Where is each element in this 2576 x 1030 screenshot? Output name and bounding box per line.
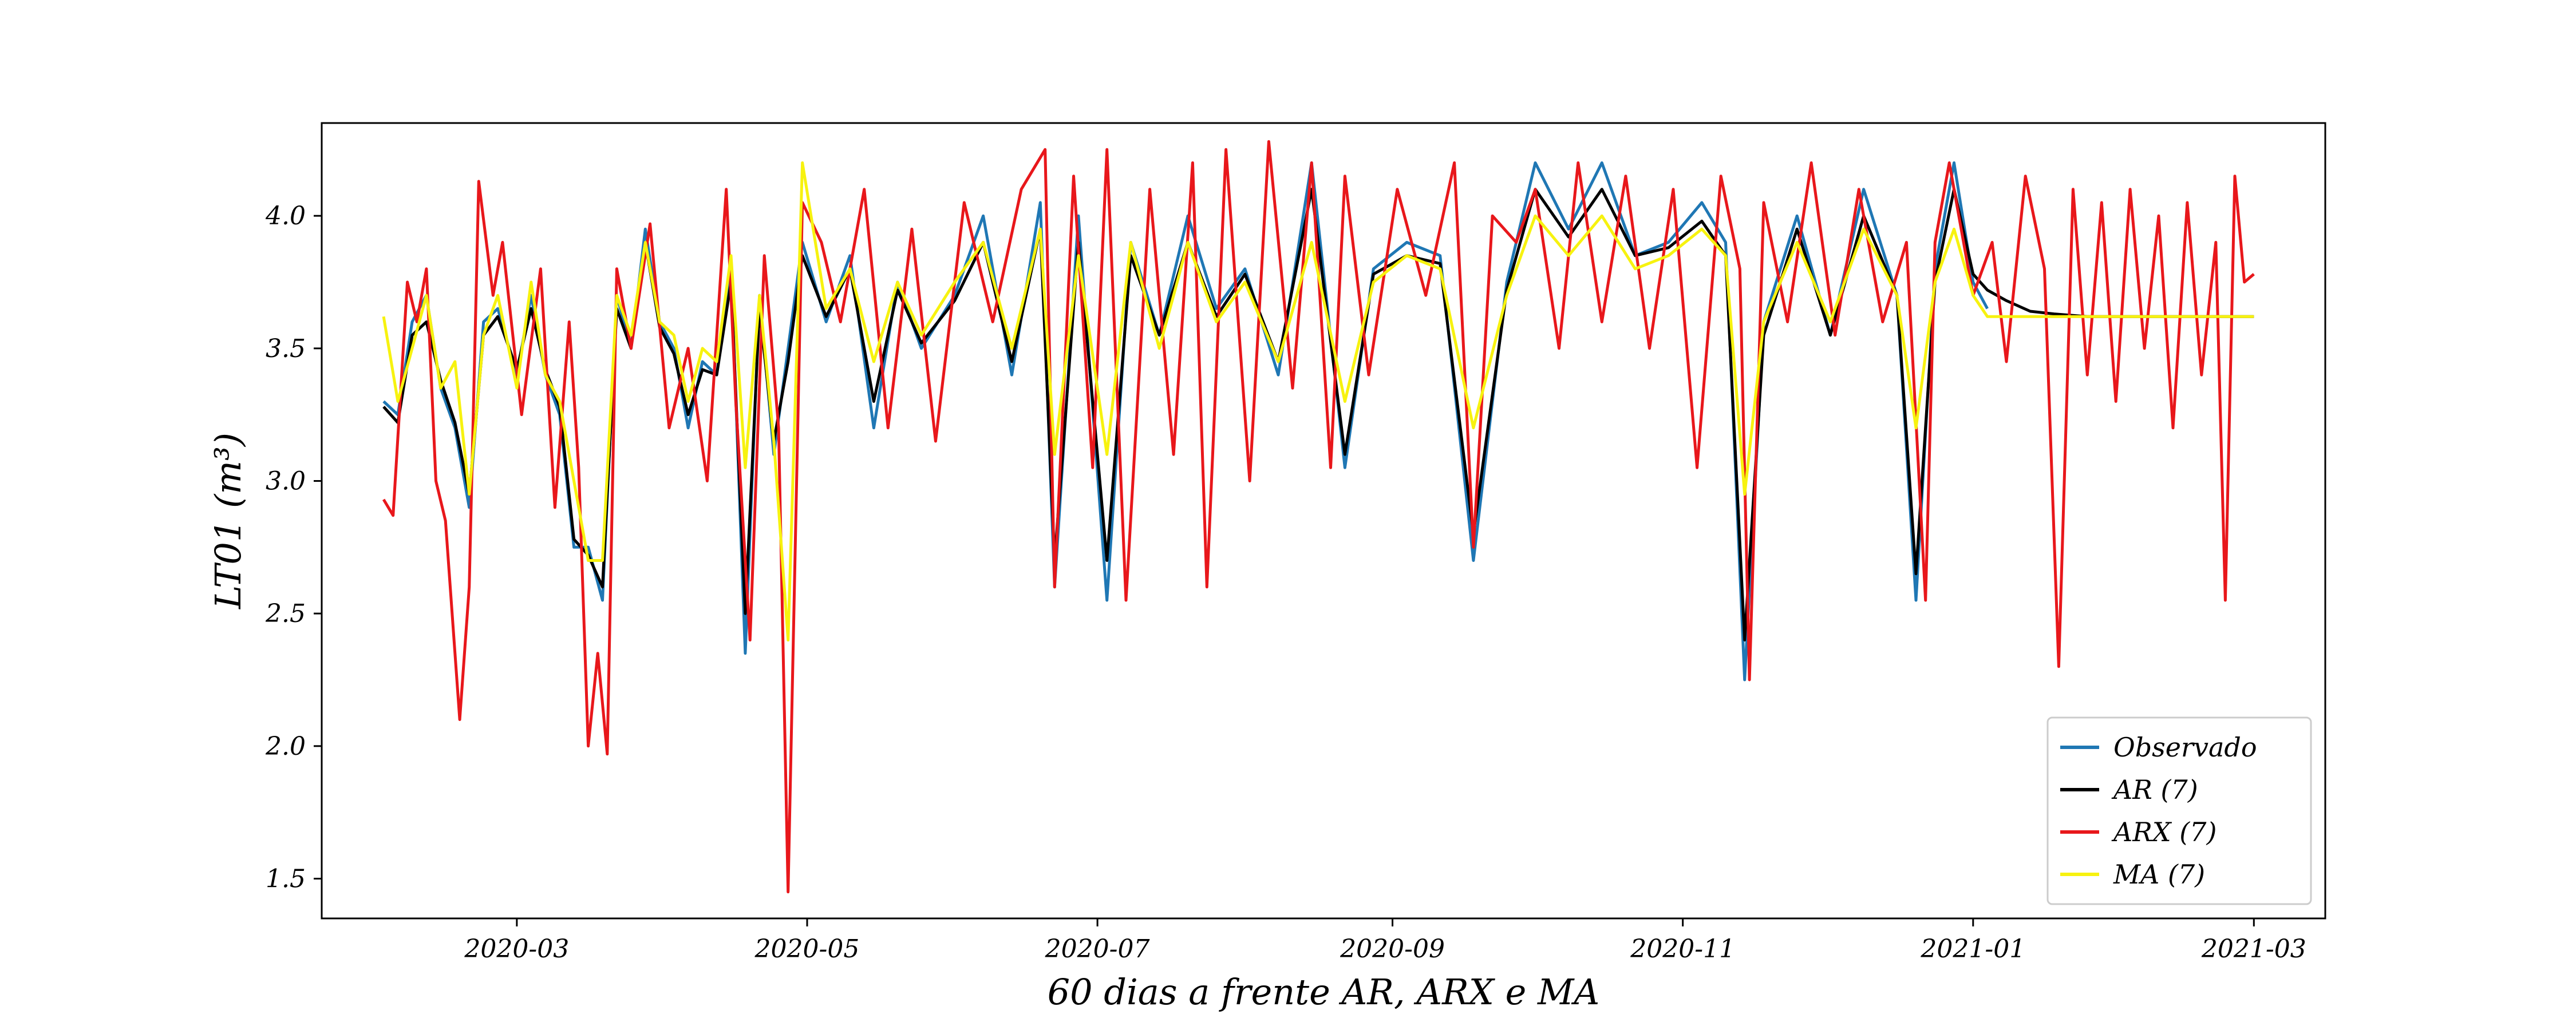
x-axis: 2020-03 2020-05 2020-07 2020-09 2020-11 2021-… [464,918,2306,964]
y-tick-label: 1.5 [266,865,306,894]
legend-label: Observado [2113,732,2257,763]
x-tick-label: 2021-03 [2201,934,2306,964]
x-tick-label: 2020-07 [1045,934,1150,964]
x-tick-label: 2020-09 [1340,934,1445,964]
legend-label: AR (7) [2111,774,2198,805]
series-lines [382,140,2255,894]
plot-frame [321,122,2326,920]
y-axis-title: LT01 (m³) [207,433,249,609]
series-line-3 [382,140,2255,894]
y-tick-label: 2.5 [265,599,306,628]
legend-label: ARX (7) [2111,817,2217,847]
legend-box [2046,716,2312,905]
y-tick-label: 3.0 [266,467,306,496]
legend-label: MA (7) [2113,859,2205,890]
series-line-2 [382,188,2254,641]
x-axis-title: 60 dias a frente AR, ARX e MA [1048,971,1600,1013]
x-tick-label: 2020-11 [1630,934,1735,964]
x-tick-label: 2020-03 [464,934,569,964]
y-tick-label: 4.0 [265,201,306,231]
legend: Observado AR (7) ARX (7) MA (7) [2046,716,2312,905]
y-tick-label: 3.5 [266,334,306,363]
y-axis: 1.5 2.0 2.5 3.0 3.5 4.0 [265,201,322,894]
x-tick-label: 2020-05 [754,934,860,964]
series-line-4 [382,161,2254,641]
y-tick-label: 2.0 [265,732,306,761]
x-tick-label: 2021-01 [1920,934,2025,964]
